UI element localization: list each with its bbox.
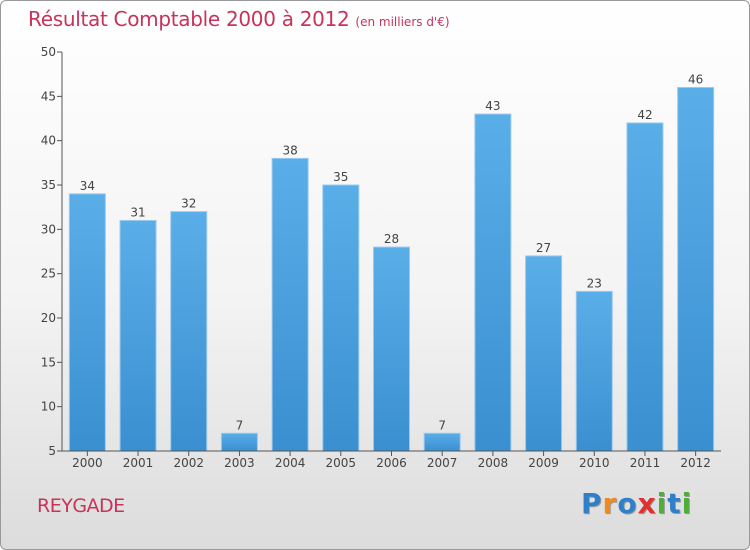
bar: [474, 113, 512, 452]
x-tick-label: 2012: [680, 456, 711, 470]
bar: [626, 122, 664, 452]
proxiti-logo: Proxiti: [581, 487, 692, 520]
x-tick-label: 2003: [224, 456, 255, 470]
bar-value-label: 34: [80, 179, 95, 193]
bar: [68, 193, 106, 452]
logo-letter: i: [656, 487, 668, 520]
bar-value-label: 32: [181, 197, 196, 211]
logo-letter: t: [667, 487, 682, 520]
x-tick-label: 2008: [478, 456, 509, 470]
y-tick-label: 5: [48, 444, 56, 458]
x-tick-label: 2000: [72, 456, 103, 470]
bar-value-label: 46: [688, 72, 703, 86]
bar-value-label: 43: [485, 99, 500, 113]
x-tick-label: 2004: [275, 456, 306, 470]
y-tick-label: 50: [41, 45, 56, 59]
bar: [119, 219, 157, 452]
logo-letter: i: [681, 487, 693, 520]
bar-value-label: 42: [637, 108, 652, 122]
x-tick-label: 2001: [123, 456, 154, 470]
bar-value-label: 7: [236, 418, 244, 432]
x-tick-label: 2002: [173, 456, 204, 470]
bar-value-label: 7: [438, 418, 446, 432]
x-tick-label: 2005: [326, 456, 357, 470]
bar-value-label: 38: [282, 143, 297, 157]
logo-letter: P: [581, 487, 603, 520]
bar: [373, 246, 410, 452]
bar: [220, 432, 258, 452]
bar: [575, 290, 613, 452]
bar: [423, 432, 461, 452]
y-tick-label: 35: [41, 178, 56, 192]
y-tick-label: 25: [41, 267, 56, 281]
y-tick-label: 10: [41, 400, 56, 414]
y-tick-label: 30: [41, 222, 56, 236]
bars-layer: [68, 86, 715, 452]
y-tick-label: 20: [41, 311, 56, 325]
bar: [170, 211, 208, 452]
bar: [525, 255, 563, 452]
bar-value-label: 23: [587, 276, 602, 290]
x-tick-label: 2010: [579, 456, 610, 470]
x-tick-label: 2006: [376, 456, 407, 470]
y-tick-label: 40: [41, 134, 56, 148]
bar-value-label: 28: [384, 232, 399, 246]
logo-letter: o: [617, 487, 638, 520]
bar-value-label: 27: [536, 241, 551, 255]
x-tick-label: 2009: [528, 456, 559, 470]
chart-subtitle: (en milliers d'€): [355, 15, 450, 29]
axis-layer: 5 10 15 20 25 30 35 40 45 50 34 2000 31 2001 32 2002 7 20…: [41, 45, 721, 470]
bar: [271, 157, 309, 452]
y-tick-label: 45: [41, 89, 56, 103]
bar-value-label: 35: [333, 170, 348, 184]
bar: [677, 86, 715, 452]
chart-title: Résultat Comptable 2000 à 2012 (en millie…: [28, 7, 450, 31]
logo-letter: x: [637, 487, 657, 520]
commune-name: REYGADE: [37, 495, 125, 517]
x-tick-label: 2011: [630, 456, 661, 470]
y-tick-label: 15: [41, 355, 56, 369]
x-tick-label: 2007: [427, 456, 458, 470]
logo-letter: r: [602, 487, 618, 520]
bar-value-label: 31: [130, 205, 145, 219]
chart-title-text: Résultat Comptable 2000 à 2012: [28, 7, 350, 31]
bar: [322, 184, 360, 452]
